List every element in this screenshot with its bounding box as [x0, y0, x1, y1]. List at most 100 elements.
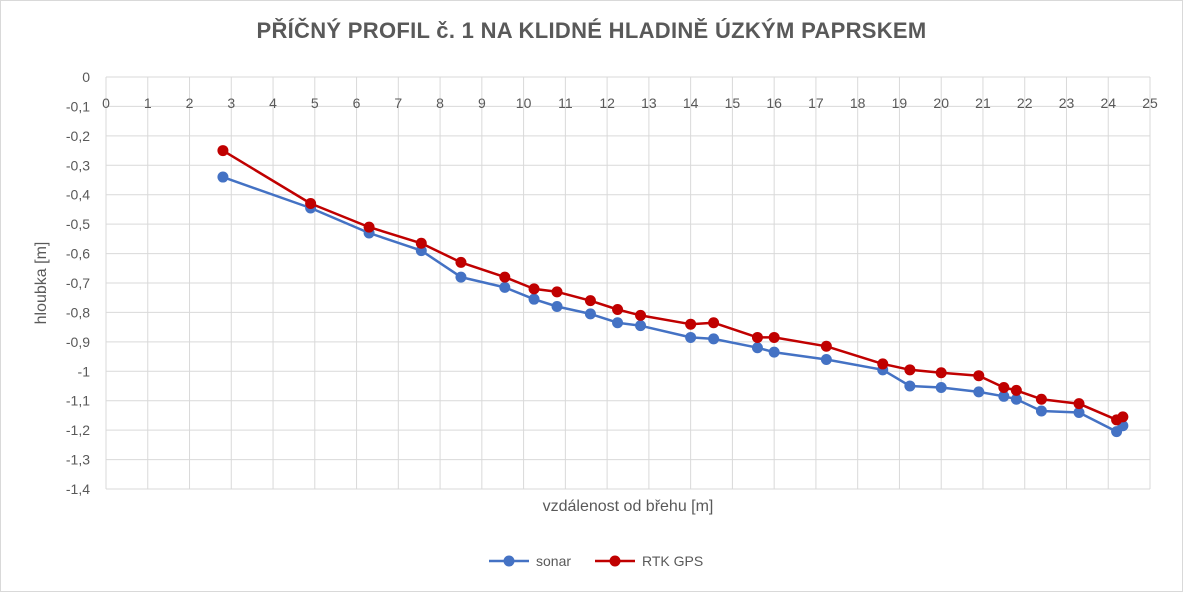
x-axis-label: vzdálenost od břehu [m] [543, 498, 714, 515]
data-point [612, 303, 624, 315]
data-point [1035, 393, 1047, 405]
x-tick-label: 2 [186, 95, 194, 111]
data-point [904, 380, 916, 392]
data-point [973, 386, 985, 398]
y-tick-label: -1,3 [66, 452, 90, 468]
data-point [455, 271, 467, 283]
data-point [768, 331, 780, 343]
x-tick-label: 8 [436, 95, 444, 111]
x-tick-label: 14 [683, 95, 699, 111]
data-point [708, 317, 720, 329]
data-point [998, 381, 1010, 393]
data-point [1073, 406, 1085, 418]
y-tick-label: -1,2 [66, 422, 90, 438]
data-point [551, 286, 563, 298]
data-point [820, 340, 832, 352]
data-point [635, 320, 647, 332]
legend: sonar RTK GPS [489, 553, 703, 569]
data-point [1117, 411, 1129, 423]
data-point [935, 367, 947, 379]
data-point [973, 370, 985, 382]
x-axis-ticks: 0 1 2 3 4 5 6 7 8 9 10 11 12 13 14 15 16 17 18 19 20 21 22 23 24… [102, 95, 1158, 111]
data-point [1073, 398, 1085, 410]
x-tick-label: 16 [766, 95, 782, 111]
x-tick-label: 15 [725, 95, 741, 111]
y-tick-label: -0,8 [66, 304, 90, 320]
legend-entry: RTK GPS [642, 553, 703, 569]
x-tick-label: 20 [933, 95, 949, 111]
x-tick-label: 1 [144, 95, 152, 111]
y-axis-ticks: 0 -0,1 -0,2 -0,3 -0,4 -0,5 -0,6 -0,7 -0,8 -0,9 -1 -… [66, 69, 90, 497]
data-point [584, 308, 596, 320]
data-point [820, 354, 832, 366]
y-tick-label: -0,5 [66, 216, 90, 232]
data-point [217, 171, 229, 183]
x-tick-label: 10 [516, 95, 532, 111]
x-tick-label: 5 [311, 95, 319, 111]
y-tick-label: 0 [82, 69, 90, 85]
data-point [635, 309, 647, 321]
y-tick-label: -0,4 [66, 187, 90, 203]
data-point [217, 145, 229, 157]
data-point [708, 333, 720, 345]
x-tick-label: 19 [892, 95, 908, 111]
data-point [998, 390, 1010, 402]
y-tick-label: -0,1 [66, 98, 90, 114]
data-point [685, 318, 697, 330]
legend-marker [503, 555, 515, 567]
data-point [415, 237, 427, 249]
legend-marker [609, 555, 621, 567]
legend-entry: sonar [536, 553, 571, 569]
data-point [551, 301, 563, 313]
data-point [305, 198, 317, 210]
x-tick-label: 21 [975, 95, 991, 111]
data-point [363, 221, 375, 233]
x-tick-label: 9 [478, 95, 486, 111]
data-point [612, 317, 624, 329]
y-axis-label: hloubka [m] [33, 242, 50, 325]
data-point [877, 358, 889, 370]
x-tick-label: 13 [641, 95, 657, 111]
data-point [685, 331, 697, 343]
data-point [528, 283, 540, 295]
data-point [1010, 384, 1022, 396]
x-tick-label: 25 [1142, 95, 1158, 111]
data-point [455, 256, 467, 268]
data-point [904, 364, 916, 376]
data-point [751, 342, 763, 354]
x-tick-label: 3 [227, 95, 235, 111]
data-point [935, 381, 947, 393]
data-point [1035, 405, 1047, 417]
x-tick-label: 18 [850, 95, 866, 111]
x-tick-label: 7 [394, 95, 402, 111]
chart-title: PŘÍČNÝ PROFIL č. 1 NA KLIDNÉ HLADINĚ ÚZK… [256, 18, 927, 43]
data-point [499, 271, 511, 283]
y-tick-label: -1 [78, 363, 91, 379]
y-tick-label: -0,6 [66, 246, 90, 262]
series-line-sonar [222, 175, 1124, 433]
x-tick-label: 0 [102, 95, 110, 111]
data-point [499, 281, 511, 293]
data-point [528, 293, 540, 305]
y-tick-label: -1,1 [66, 393, 90, 409]
x-tick-label: 12 [599, 95, 615, 111]
x-tick-label: 6 [353, 95, 361, 111]
x-tick-label: 11 [558, 95, 573, 111]
grid-lines [105, 76, 1151, 490]
data-point [584, 295, 596, 307]
series-layer [217, 145, 1129, 438]
x-tick-label: 24 [1100, 95, 1116, 111]
y-tick-label: -0,7 [66, 275, 90, 291]
x-tick-label: 17 [808, 95, 824, 111]
x-tick-label: 4 [269, 95, 277, 111]
x-tick-label: 23 [1059, 95, 1075, 111]
y-tick-label: -0,2 [66, 128, 90, 144]
y-tick-label: -0,9 [66, 334, 90, 350]
data-point [768, 346, 780, 358]
data-point [1010, 393, 1022, 405]
y-tick-label: -0,3 [66, 157, 90, 173]
series-line-rtk-gps [222, 149, 1124, 422]
x-tick-label: 22 [1017, 95, 1033, 111]
data-point [751, 331, 763, 343]
